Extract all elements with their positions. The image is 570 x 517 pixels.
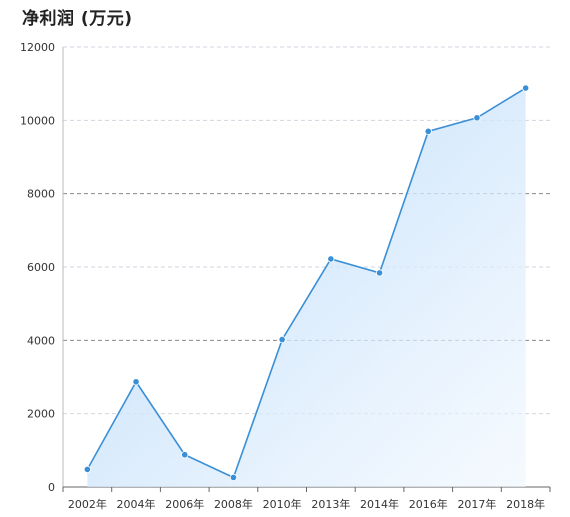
x-tick-label: 2010年	[263, 497, 302, 511]
x-tick-label: 2016年	[409, 497, 448, 511]
x-tick-label: 2018年	[506, 497, 545, 511]
y-tick-label: 12000	[20, 41, 55, 54]
x-tick-label: 2013年	[311, 497, 350, 511]
data-point	[229, 473, 238, 482]
data-point	[132, 378, 140, 386]
data-point	[473, 114, 481, 122]
label-layer: 0 2000 4000 6000 8000 10000 12000 2002年 2004年 200…	[20, 41, 545, 511]
data-point	[83, 465, 91, 473]
y-tick-label: 10000	[20, 114, 55, 127]
chart-title: 净利润 (万元)	[22, 9, 133, 29]
x-tick-label: 2017年	[457, 497, 496, 511]
y-tick-label: 4000	[27, 334, 55, 347]
series-area	[87, 88, 526, 488]
data-point	[424, 127, 432, 135]
x-tick-label: 2002年	[68, 497, 107, 511]
data-point	[278, 335, 286, 344]
y-tick-label: 8000	[27, 188, 55, 201]
y-tick-label: 0	[48, 481, 55, 494]
y-tick-label: 2000	[27, 408, 55, 421]
x-tick-label: 2006年	[165, 497, 204, 511]
line-layer	[86, 87, 527, 479]
y-tick-label: 6000	[27, 261, 55, 274]
data-point	[522, 84, 530, 92]
x-tick-label: 2008年	[214, 497, 253, 511]
data-point	[181, 451, 189, 459]
x-tick-label: 2014年	[360, 497, 399, 511]
x-tick-label: 2004年	[117, 497, 156, 511]
data-point	[375, 269, 384, 277]
data-point	[327, 255, 335, 263]
series-line	[86, 87, 527, 479]
area-layer	[87, 88, 526, 488]
point-layer	[83, 84, 530, 482]
